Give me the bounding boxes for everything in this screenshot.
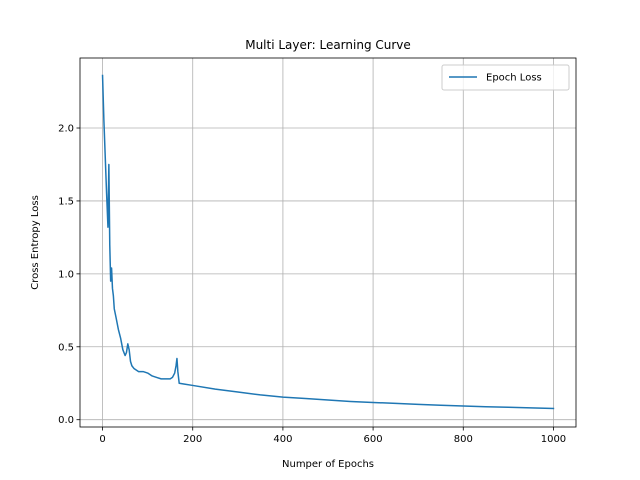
y-tick-label: 2.0: [58, 124, 74, 135]
y-tick-label: 1.5: [58, 196, 74, 207]
legend-label-epoch-loss: Epoch Loss: [486, 73, 542, 84]
x-tick-label: 600: [364, 434, 383, 445]
series-layer: [101, 74, 555, 410]
x-tick-label: 200: [183, 434, 202, 445]
y-tick-label: 0.5: [58, 342, 74, 353]
x-tick-label: 400: [273, 434, 292, 445]
grid-lines: [80, 58, 576, 427]
chart-title: Multi Layer: Learning Curve: [245, 38, 411, 52]
legend-box: [441, 64, 570, 91]
y-axis-label: Cross Entropy Loss: [30, 195, 41, 290]
axis-ticks: 0 200 400 600 800 1000 0.0 0.5 1.0 1.5 2.0: [58, 124, 566, 445]
plot-frame: [79, 57, 577, 428]
legend: Epoch Loss: [441, 64, 570, 91]
x-tick-label: 1000: [541, 434, 566, 445]
x-axis-label: Numper of Epochs: [282, 459, 374, 470]
y-tick-label: 0.0: [58, 415, 74, 426]
series-line-epoch-loss: [101, 74, 555, 410]
x-tick-label: 0: [99, 434, 105, 445]
y-tick-label: 1.0: [58, 269, 74, 280]
x-tick-label: 800: [454, 434, 473, 445]
